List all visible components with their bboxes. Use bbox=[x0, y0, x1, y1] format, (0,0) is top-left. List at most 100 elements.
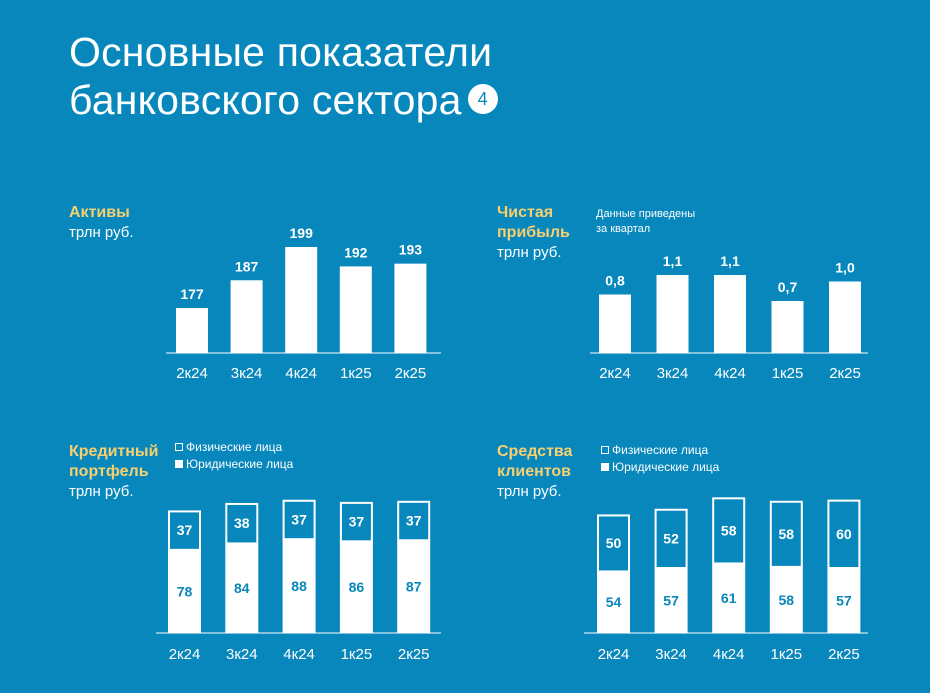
profit-label-block: Чистая прибыль трлн руб. bbox=[497, 203, 570, 263]
loans-legend-individuals-label: Физические лица bbox=[186, 440, 283, 454]
assets-bar bbox=[394, 263, 427, 353]
profit-bar bbox=[656, 275, 689, 353]
legend-outline-square-icon bbox=[175, 443, 183, 451]
loans-bar-legal bbox=[168, 549, 201, 633]
profit-data-label: 1,0 bbox=[835, 260, 855, 276]
assets-unit: трлн руб. bbox=[69, 224, 134, 241]
profit-title-line-2: прибыль bbox=[497, 224, 570, 241]
funds-legend: Физические лица Юридические лица bbox=[601, 442, 719, 476]
assets-tick-label: 2к25 bbox=[395, 365, 427, 382]
title-line-1: Основные показатели bbox=[69, 29, 493, 75]
assets-data-label: 199 bbox=[290, 225, 314, 241]
loans-data-label-legal: 78 bbox=[177, 583, 193, 599]
funds-bar-individuals bbox=[827, 499, 861, 570]
profit-note: Данные приведены за квартал bbox=[596, 207, 695, 237]
funds-data-label-individuals: 50 bbox=[606, 535, 622, 551]
loans-data-label-individuals: 37 bbox=[291, 511, 307, 527]
profit-bar bbox=[829, 281, 861, 353]
profit-tick-label: 2к24 bbox=[599, 365, 631, 382]
loans-tick-label: 2к25 bbox=[398, 646, 430, 663]
loans-data-label-individuals: 37 bbox=[349, 514, 365, 530]
loans-data-label-individuals: 38 bbox=[234, 515, 250, 531]
loans-data-label-legal: 88 bbox=[291, 578, 307, 594]
loans-bar-legal bbox=[225, 543, 259, 633]
loans-data-label-legal: 87 bbox=[406, 579, 422, 595]
assets-bar bbox=[339, 266, 372, 353]
loans-title-line-1: Кредитный bbox=[69, 443, 159, 460]
assets-data-label: 193 bbox=[399, 242, 423, 258]
profit-data-label: 0,8 bbox=[605, 273, 625, 289]
funds-data-label-individuals: 58 bbox=[721, 522, 737, 538]
loans-legend-legal: Юридические лица bbox=[175, 456, 293, 473]
loans-tick-label: 1к25 bbox=[341, 646, 373, 663]
funds-title-line-2: клиентов bbox=[497, 463, 571, 480]
assets-tick-label: 3к24 bbox=[231, 365, 263, 382]
funds-bar-individuals bbox=[769, 500, 803, 568]
funds-bar-legal bbox=[654, 568, 688, 633]
funds-bar-individuals bbox=[712, 497, 746, 565]
assets-data-label: 177 bbox=[180, 286, 204, 302]
loans-title-line-2: портфель bbox=[69, 463, 149, 480]
profit-bar bbox=[714, 275, 746, 353]
funds-tick-label: 2к25 bbox=[828, 646, 860, 663]
profit-title-line-1: Чистая bbox=[497, 204, 554, 221]
funds-bar-legal bbox=[769, 566, 803, 633]
profit-note-line-1: Данные приведены bbox=[596, 208, 696, 220]
loans-legend-individuals: Физические лица bbox=[175, 439, 293, 456]
profit-data-label: 1,1 bbox=[720, 253, 740, 269]
assets-data-label: 187 bbox=[235, 258, 259, 274]
profit-unit: трлн руб. bbox=[497, 244, 562, 261]
legend-outline-square-icon bbox=[601, 446, 609, 454]
loans-tick-label: 4к24 bbox=[283, 646, 315, 663]
profit-tick-label: 4к24 bbox=[714, 365, 746, 382]
funds-data-label-legal: 54 bbox=[606, 594, 622, 610]
loans-data-label-individuals: 37 bbox=[406, 513, 422, 529]
profit-tick-label: 3к24 bbox=[657, 365, 689, 382]
loans-data-label-legal: 86 bbox=[349, 579, 365, 595]
page-number-badge: 4 bbox=[467, 84, 498, 115]
funds-data-label-legal: 58 bbox=[779, 592, 795, 608]
loans-data-label-individuals: 37 bbox=[177, 522, 193, 538]
loans-bar-individuals bbox=[397, 500, 431, 542]
loans-tick-label: 3к24 bbox=[226, 646, 258, 663]
profit-note-line-2: за квартал bbox=[596, 223, 651, 235]
loans-data-label-legal: 84 bbox=[234, 580, 250, 596]
loans-unit: трлн руб. bbox=[69, 483, 134, 500]
loans-bar-legal bbox=[339, 541, 373, 633]
title-line-2: банковского сектора 4 bbox=[69, 76, 498, 124]
assets-bar bbox=[285, 247, 318, 353]
funds-unit: трлн руб. bbox=[497, 483, 562, 500]
profit-data-label: 1,1 bbox=[663, 253, 683, 269]
profit-data-label: 0,7 bbox=[778, 279, 798, 295]
funds-data-label-individuals: 60 bbox=[836, 526, 852, 542]
loans-legend: Физические лица Юридические лица bbox=[175, 439, 293, 473]
funds-tick-label: 3к24 bbox=[655, 646, 687, 663]
funds-data-label-legal: 57 bbox=[836, 593, 852, 609]
funds-bar-legal bbox=[827, 568, 861, 633]
funds-data-label-legal: 61 bbox=[721, 590, 737, 606]
assets-tick-label: 1к25 bbox=[340, 365, 372, 382]
profit-tick-label: 2к25 bbox=[829, 365, 861, 382]
title-line-2-text: банковского сектора bbox=[69, 77, 462, 123]
funds-legend-individuals: Физические лица bbox=[601, 442, 719, 459]
funds-tick-label: 2к24 bbox=[598, 646, 630, 663]
funds-legend-legal: Юридические лица bbox=[601, 459, 719, 476]
assets-title: Активы bbox=[69, 204, 130, 221]
loans-bar-individuals bbox=[168, 510, 201, 551]
funds-legend-individuals-label: Физические лица bbox=[612, 443, 709, 457]
funds-bar-legal bbox=[712, 563, 746, 633]
legend-filled-square-icon bbox=[175, 460, 183, 468]
funds-data-label-individuals: 58 bbox=[779, 526, 795, 542]
assets-data-label: 192 bbox=[344, 244, 368, 260]
loans-bar-individuals bbox=[339, 501, 373, 543]
assets-bar bbox=[230, 280, 263, 353]
loans-bar-legal bbox=[397, 540, 431, 633]
profit-tick-label: 1к25 bbox=[772, 365, 804, 382]
funds-bar-legal bbox=[597, 571, 630, 633]
funds-bar-individuals bbox=[654, 508, 688, 570]
profit-bar bbox=[771, 301, 804, 353]
assets-tick-label: 4к24 bbox=[285, 365, 317, 382]
funds-bar-individuals bbox=[597, 514, 630, 573]
funds-data-label-individuals: 52 bbox=[663, 530, 679, 546]
